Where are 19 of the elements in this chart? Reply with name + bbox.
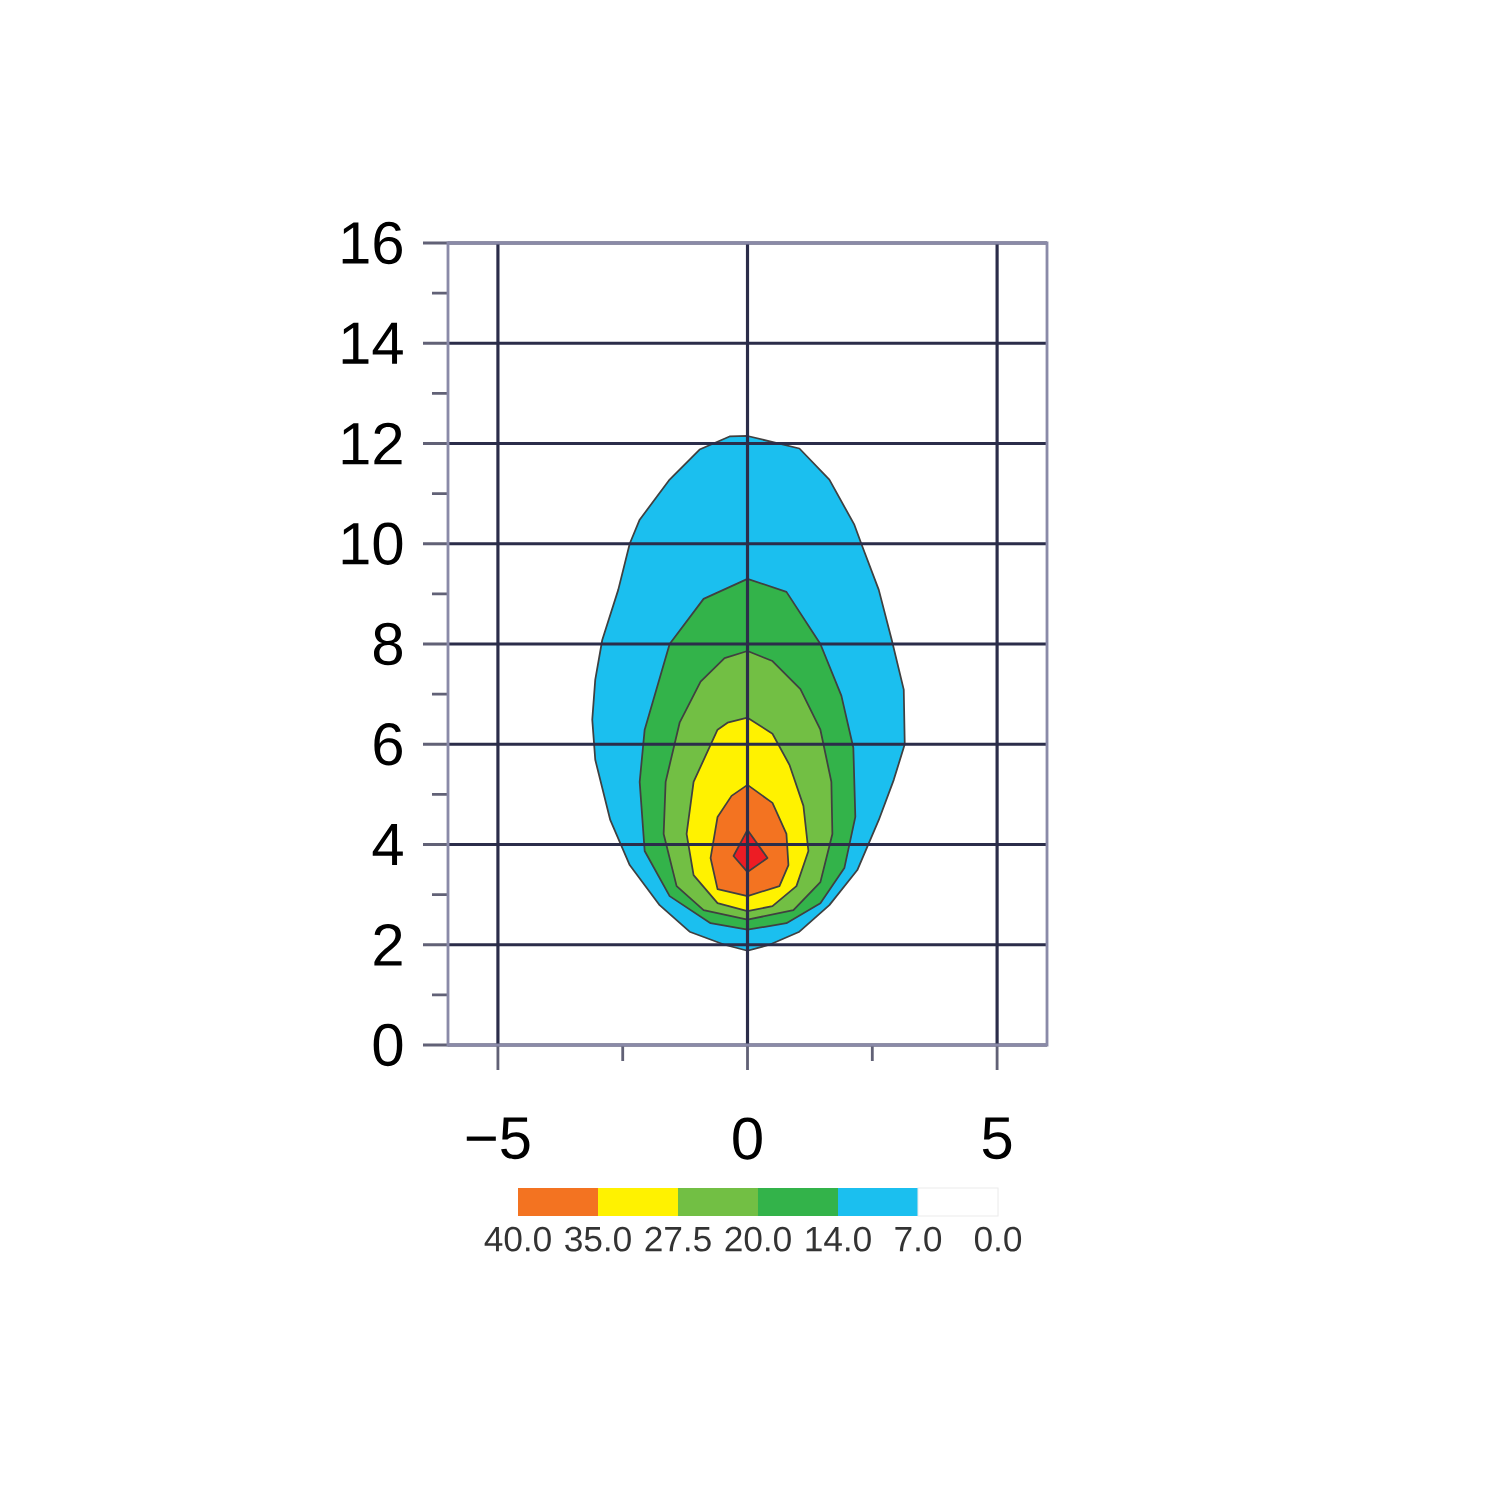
x-tick-label: 0 [733, 1117, 762, 1160]
y-tick-label: 8 [373, 622, 402, 666]
y-tick-label: 12 [342, 422, 402, 465]
y-tick-label: 14 [342, 322, 403, 364]
text: 0.0 [974, 1226, 1022, 1252]
y-tick-label: 16 [342, 221, 402, 265]
text: 20.0 [725, 1226, 791, 1252]
text: 40.0 [484, 1226, 551, 1252]
y-tick-label: 4 [372, 823, 403, 866]
y-tick-label: 2 [374, 923, 402, 966]
text: 14.0 [806, 1226, 871, 1252]
y-tick-label: 10 [342, 522, 403, 565]
text: 27.5 [645, 1226, 711, 1252]
text: 35.0 [565, 1226, 631, 1252]
y-tick-label: 6 [374, 723, 402, 766]
y-tick-label: 0 [373, 1023, 403, 1067]
text: 7.0 [895, 1226, 942, 1252]
x-tick-label: 5 [982, 1117, 1012, 1160]
x-tick-label: −5 [466, 1117, 530, 1160]
